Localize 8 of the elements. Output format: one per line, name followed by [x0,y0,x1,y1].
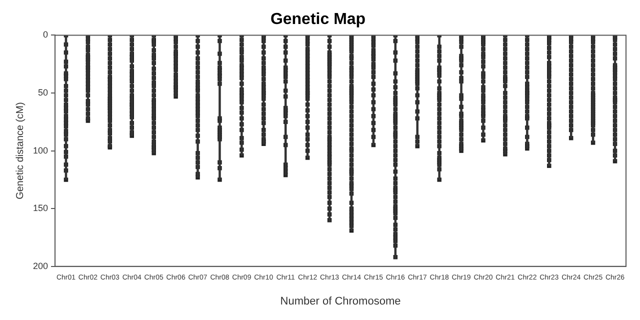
y-tick-label: 150 [32,203,48,214]
y-tick-label: 0 [43,30,48,40]
x-axis-title: Number of Chromosome [280,295,401,308]
y-tick-label: 200 [32,260,48,271]
y-tick-label: 100 [32,145,48,156]
y-axis-title: Genetic distance (cM) [14,102,26,200]
chart-title: Genetic Map [270,11,366,28]
y-tick-label: 50 [38,87,48,98]
